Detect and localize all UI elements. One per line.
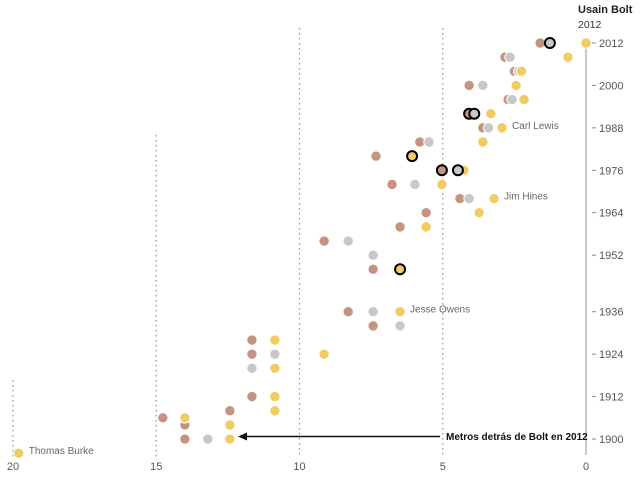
y-tick-label: 1976 <box>599 165 623 177</box>
medal-point-gold <box>515 65 528 77</box>
medal-point-silver <box>202 433 214 445</box>
medal-point-gold <box>488 192 500 205</box>
medal-point-gold <box>269 334 281 346</box>
y-tick-label: 1952 <box>599 250 623 262</box>
medal-point-silver <box>504 51 516 63</box>
medal-point-bronze <box>318 235 330 247</box>
athlete-label: Jesse Owens <box>410 305 470 316</box>
y-tick-label: 2000 <box>599 80 623 92</box>
medal-point-gold <box>485 108 497 120</box>
annotation-arrowhead <box>238 432 247 441</box>
medal-point-gold <box>394 306 406 318</box>
x-tick-label: 0 <box>583 461 589 473</box>
medal-point-bronze <box>157 412 169 424</box>
medal-point-silver <box>409 178 421 191</box>
medal-point-silver <box>342 235 354 247</box>
medal-point-silver <box>451 164 464 177</box>
x-tick-label: 20 <box>7 461 19 473</box>
x-tick-label: 10 <box>293 461 305 473</box>
medal-point-bronze <box>179 433 191 445</box>
medal-point-bronze <box>246 390 258 403</box>
medal-point-bronze <box>367 263 379 276</box>
medal-point-silver <box>367 306 379 318</box>
medal-point-bronze <box>246 348 258 360</box>
medal-point-silver <box>543 37 556 49</box>
medal-point-bronze <box>224 405 236 417</box>
medal-point-silver <box>468 107 481 120</box>
medal-point-gold <box>13 447 25 459</box>
medal-point-gold <box>477 136 489 148</box>
medal-point-gold <box>269 362 281 375</box>
medal-point-bronze <box>367 320 379 332</box>
medal-point-silver <box>506 93 518 106</box>
medal-point-gold <box>224 419 236 431</box>
medal-point-bronze <box>420 207 432 219</box>
medal-point-silver <box>269 348 281 360</box>
medal-point-gold <box>518 93 530 106</box>
medal-point-bronze <box>463 79 475 92</box>
y-tick-label: 1988 <box>599 123 623 135</box>
medal-point-bronze <box>394 221 406 233</box>
y-tick-label: 1912 <box>599 392 623 404</box>
medal-point-bronze <box>246 334 258 346</box>
y-tick-label: 1936 <box>599 307 623 319</box>
medal-point-silver <box>482 122 495 134</box>
header-year: 2012 <box>578 19 602 31</box>
athlete-label: Jim Hines <box>504 192 548 203</box>
athlete-label: Carl Lewis <box>512 121 559 132</box>
y-tick-label: 1964 <box>599 208 623 220</box>
medal-point-silver <box>477 79 489 92</box>
x-tick-label: 15 <box>150 461 162 473</box>
header: Usain Bolt 2012 <box>578 4 632 31</box>
medal-point-bronze <box>534 37 546 49</box>
medal-point-gold <box>394 263 407 276</box>
y-tick-label: 2012 <box>599 38 623 50</box>
medal-point-silver <box>394 320 406 332</box>
y-tick-label: 1924 <box>599 349 623 361</box>
medal-point-gold <box>318 348 330 360</box>
medal-point-gold <box>496 122 508 134</box>
medal-point-silver <box>423 136 435 148</box>
medal-point-silver <box>246 362 258 375</box>
medal-point-gold <box>179 412 191 424</box>
medal-point-gold <box>224 433 236 445</box>
medal-point-gold <box>269 405 281 417</box>
medal-point-gold <box>473 207 485 219</box>
medal-point-bronze <box>370 150 382 162</box>
medal-point-silver <box>463 192 475 205</box>
annotation-text: Metros detrás de Bolt en 2012 <box>446 432 588 443</box>
medal-point-gold <box>580 37 592 49</box>
header-name: Usain Bolt <box>578 4 633 16</box>
medal-point-bronze <box>435 164 448 177</box>
medal-point-bronze <box>386 178 398 191</box>
y-tick-label: 1900 <box>599 434 623 446</box>
medal-point-gold <box>510 79 522 92</box>
medal-point-gold <box>269 390 281 403</box>
medal-point-gold <box>562 51 574 63</box>
medal-point-gold <box>436 178 448 191</box>
medal-point-silver <box>367 249 379 261</box>
medal-point-gold <box>406 150 419 163</box>
x-tick-label: 5 <box>440 461 446 473</box>
athlete-label: Thomas Burke <box>29 446 94 457</box>
medal-point-gold <box>420 221 432 233</box>
medal-point-bronze <box>342 306 354 318</box>
